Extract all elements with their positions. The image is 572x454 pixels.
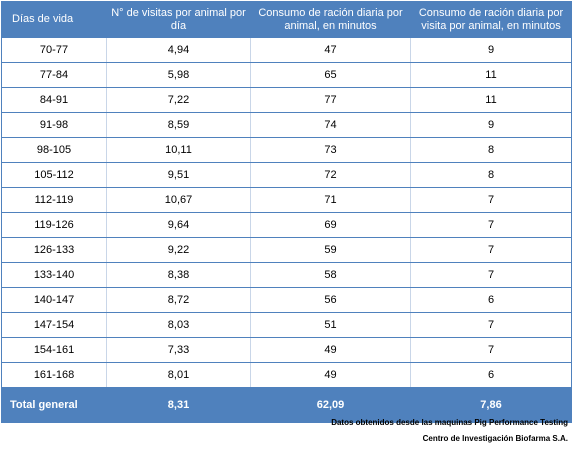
visitas-cell: 8,72 (106, 287, 251, 313)
dias-de-vida-cell: 147-154 (1, 312, 107, 338)
consumo-diario-cell: 49 (250, 362, 411, 388)
consumo-por-visita-cell: 7 (410, 312, 572, 338)
consumo-diario-cell: 77 (250, 87, 411, 113)
visitas-cell: 8,03 (106, 312, 251, 338)
consumo-por-visita-cell: 9 (410, 112, 572, 138)
consumo-por-visita-cell: 6 (410, 362, 572, 388)
table-row: 161-168 8,01 49 6 (1, 362, 572, 388)
header-row: Días de vida N° de visitas por animal po… (1, 1, 572, 38)
dias-de-vida-cell: 98-105 (1, 137, 107, 163)
consumo-por-visita-cell: 7 (410, 187, 572, 213)
dias-de-vida-cell: 70-77 (1, 37, 107, 63)
table-row: 154-161 7,33 49 7 (1, 337, 572, 363)
consumo-diario-cell: 59 (250, 237, 411, 263)
total-consumo-por-visita: 7,86 (410, 387, 572, 423)
visitas-cell: 8,59 (106, 112, 251, 138)
consumo-diario-cell: 69 (250, 212, 411, 238)
consumo-diario-cell: 47 (250, 37, 411, 63)
consumo-diario-cell: 58 (250, 262, 411, 288)
consumo-por-visita-cell: 6 (410, 287, 572, 313)
dias-de-vida-cell: 77-84 (1, 62, 107, 88)
consumo-diario-cell: 65 (250, 62, 411, 88)
table-row: 98-105 10,11 73 8 (1, 137, 572, 163)
dias-de-vida-cell: 154-161 (1, 337, 107, 363)
consumo-diario-cell: 49 (250, 337, 411, 363)
table-row: 84-91 7,22 77 11 (1, 87, 572, 113)
consumo-por-visita-cell: 11 (410, 87, 572, 113)
visitas-cell: 5,98 (106, 62, 251, 88)
dias-de-vida-cell: 105-112 (1, 162, 107, 188)
visitas-cell: 7,33 (106, 337, 251, 363)
visitas-cell: 4,94 (106, 37, 251, 63)
consumo-por-visita-cell: 7 (410, 212, 572, 238)
dias-de-vida-cell: 140-147 (1, 287, 107, 313)
table-body: 70-77 4,94 47 9 77-84 5,98 65 11 84-91 7,22 77 11 91… (1, 37, 572, 388)
consumo-por-visita-cell: 7 (410, 337, 572, 363)
consumo-diario-cell: 56 (250, 287, 411, 313)
table-row: 91-98 8,59 74 9 (1, 112, 572, 138)
total-consumo-diario: 62,09 (250, 387, 411, 423)
consumo-diario-cell: 74 (250, 112, 411, 138)
source-institution: Centro de Investigación Biofarma S.A. (422, 434, 568, 443)
dias-de-vida-cell: 91-98 (1, 112, 107, 138)
dias-de-vida-cell: 112-119 (1, 187, 107, 213)
table-header: Días de vida N° de visitas por animal po… (1, 1, 572, 38)
consumo-por-visita-cell: 9 (410, 37, 572, 63)
table-row: 126-133 9,22 59 7 (1, 237, 572, 263)
table-footer: Total general 8,31 62,09 7,86 (1, 387, 572, 423)
total-visitas: 8,31 (106, 387, 251, 423)
consumo-diario-cell: 51 (250, 312, 411, 338)
table-row: 77-84 5,98 65 11 (1, 62, 572, 88)
header-consumo-por-visita: Consumo de ración diaria por visita por … (410, 1, 572, 38)
visitas-cell: 10,67 (106, 187, 251, 213)
visitas-cell: 8,38 (106, 262, 251, 288)
visitas-cell: 10,11 (106, 137, 251, 163)
table-row: 133-140 8,38 58 7 (1, 262, 572, 288)
consumo-por-visita-cell: 7 (410, 262, 572, 288)
table-row: 70-77 4,94 47 9 (1, 37, 572, 63)
visitas-cell: 8,01 (106, 362, 251, 388)
consumo-por-visita-cell: 8 (410, 162, 572, 188)
total-row: Total general 8,31 62,09 7,86 (1, 387, 572, 423)
consumo-diario-cell: 73 (250, 137, 411, 163)
data-table: Días de vida N° de visitas por animal po… (1, 1, 572, 423)
header-visitas: N° de visitas por animal por día (106, 1, 251, 38)
total-label: Total general (1, 387, 107, 423)
dias-de-vida-cell: 161-168 (1, 362, 107, 388)
table-row: 119-126 9,64 69 7 (1, 212, 572, 238)
table-row: 147-154 8,03 51 7 (1, 312, 572, 338)
visitas-cell: 9,51 (106, 162, 251, 188)
visitas-cell: 9,22 (106, 237, 251, 263)
consumo-por-visita-cell: 7 (410, 237, 572, 263)
source-note: Datos obtenidos desde las maquinas Pig P… (331, 418, 568, 427)
dias-de-vida-cell: 133-140 (1, 262, 107, 288)
table-row: 140-147 8,72 56 6 (1, 287, 572, 313)
table-row: 105-112 9,51 72 8 (1, 162, 572, 188)
header-dias-de-vida: Días de vida (1, 1, 107, 38)
visitas-cell: 9,64 (106, 212, 251, 238)
consumo-por-visita-cell: 11 (410, 62, 572, 88)
consumo-diario-cell: 72 (250, 162, 411, 188)
consumo-diario-cell: 71 (250, 187, 411, 213)
table-row: 112-119 10,67 71 7 (1, 187, 572, 213)
dias-de-vida-cell: 119-126 (1, 212, 107, 238)
visitas-cell: 7,22 (106, 87, 251, 113)
dias-de-vida-cell: 84-91 (1, 87, 107, 113)
consumo-por-visita-cell: 8 (410, 137, 572, 163)
header-consumo-diario: Consumo de ración diaria por animal, en … (250, 1, 411, 38)
dias-de-vida-cell: 126-133 (1, 237, 107, 263)
